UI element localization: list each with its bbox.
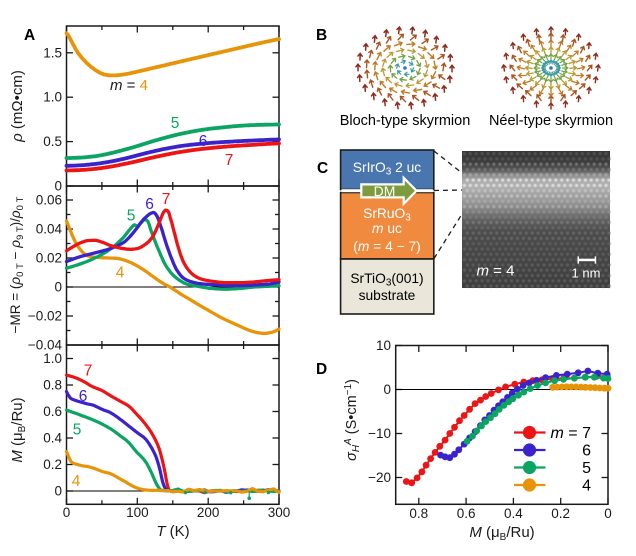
svg-text:0.8: 0.8 <box>43 378 62 393</box>
svg-text:Bloch-type skyrmion: Bloch-type skyrmion <box>340 113 471 129</box>
svg-text:0.6: 0.6 <box>43 404 62 419</box>
svg-text:0.4: 0.4 <box>43 431 62 446</box>
svg-text:B: B <box>316 27 327 44</box>
svg-text:0: 0 <box>54 179 62 194</box>
svg-text:200: 200 <box>197 505 220 520</box>
svg-text:substrate: substrate <box>359 288 416 303</box>
svg-text:Néel-type skyrmion: Néel-type skyrmion <box>489 113 613 129</box>
svg-text:6: 6 <box>199 133 208 150</box>
svg-text:M (μB/Ru): M (μB/Ru) <box>9 397 28 462</box>
svg-text:σHA (S•cm−1): σHA (S•cm−1) <box>343 379 362 461</box>
svg-text:0.6: 0.6 <box>457 506 476 521</box>
svg-text:5: 5 <box>171 115 180 132</box>
svg-text:DM: DM <box>374 183 396 199</box>
svg-text:m = 4: m = 4 <box>477 263 515 280</box>
svg-text:100: 100 <box>126 505 149 520</box>
svg-text:M (μB/Ru): M (μB/Ru) <box>469 524 534 543</box>
svg-text:4: 4 <box>116 265 125 282</box>
svg-text:−0.02: −0.02 <box>28 309 62 324</box>
svg-text:−0.04: −0.04 <box>28 338 63 353</box>
svg-text:1 nm: 1 nm <box>572 266 601 281</box>
svg-text:5: 5 <box>73 422 82 439</box>
svg-text:0.06: 0.06 <box>36 193 62 208</box>
svg-text:m uc: m uc <box>372 221 402 236</box>
svg-text:SrTiO3(001): SrTiO3(001) <box>350 271 423 289</box>
svg-text:A: A <box>24 27 35 44</box>
svg-text:0.2: 0.2 <box>43 457 62 472</box>
svg-text:7: 7 <box>162 191 171 208</box>
svg-text:C: C <box>317 160 328 177</box>
svg-text:0.04: 0.04 <box>36 222 63 237</box>
svg-text:0.8: 0.8 <box>409 506 428 521</box>
svg-text:0: 0 <box>63 505 71 520</box>
svg-text:10: 10 <box>376 338 391 353</box>
svg-text:4: 4 <box>72 473 81 490</box>
svg-text:5: 5 <box>127 208 136 225</box>
svg-text:0: 0 <box>54 484 62 499</box>
svg-text:−10: −10 <box>368 426 391 441</box>
svg-text:1.5: 1.5 <box>43 45 62 60</box>
svg-text:0.2: 0.2 <box>551 506 570 521</box>
svg-text:0: 0 <box>604 506 612 521</box>
svg-text:m = 7: m = 7 <box>551 425 592 442</box>
svg-text:ρ (mΩ•cm): ρ (mΩ•cm) <box>9 70 26 143</box>
svg-text:0: 0 <box>54 280 62 295</box>
svg-text:(m = 4 − 7): (m = 4 − 7) <box>353 239 421 254</box>
svg-text:SrIrO3 2 uc: SrIrO3 2 uc <box>353 160 422 178</box>
svg-text:7: 7 <box>84 363 93 380</box>
svg-text:T (K): T (K) <box>156 523 189 540</box>
svg-text:1.0: 1.0 <box>43 351 62 366</box>
svg-text:D: D <box>316 361 327 378</box>
svg-text:5: 5 <box>582 460 591 477</box>
svg-text:1.0: 1.0 <box>43 90 62 105</box>
svg-text:m = 4: m = 4 <box>110 77 148 94</box>
svg-text:−20: −20 <box>368 470 391 485</box>
svg-text:6: 6 <box>145 196 154 213</box>
svg-text:0: 0 <box>383 382 391 397</box>
svg-text:0.4: 0.4 <box>504 506 523 521</box>
svg-text:6: 6 <box>79 388 88 405</box>
svg-text:0.5: 0.5 <box>43 134 62 149</box>
svg-text:7: 7 <box>225 152 234 169</box>
svg-text:SrRuO3: SrRuO3 <box>363 206 411 224</box>
svg-text:6: 6 <box>582 443 591 460</box>
svg-text:300: 300 <box>268 505 291 520</box>
svg-text:0.02: 0.02 <box>36 251 62 266</box>
svg-text:4: 4 <box>582 478 591 495</box>
